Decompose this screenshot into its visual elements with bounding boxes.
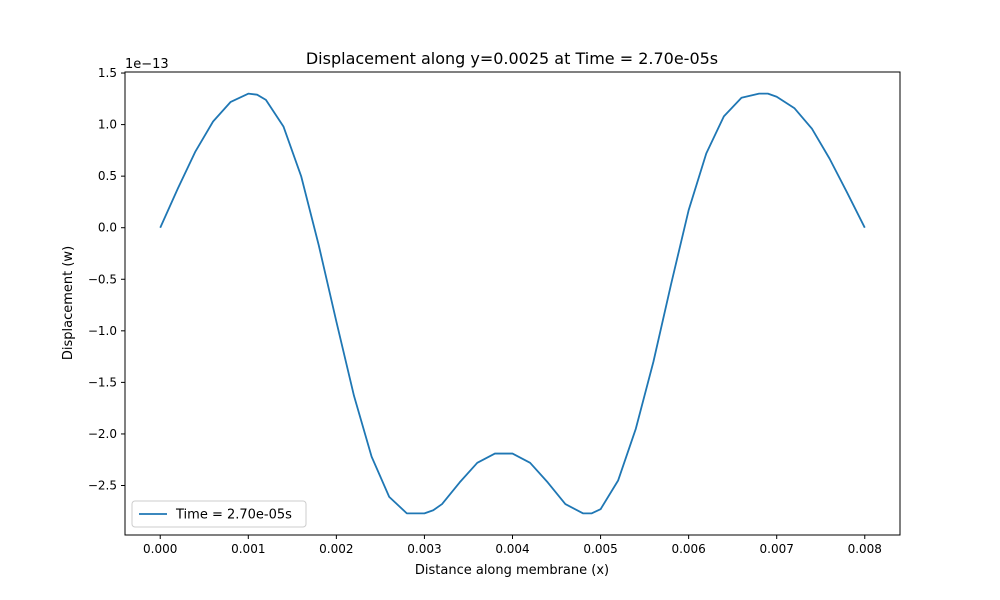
x-tick-label: 0.002 <box>319 542 353 556</box>
y-tick-label: −1.5 <box>88 375 117 389</box>
y-tick-label: −1.0 <box>88 324 117 338</box>
y-tick-label: 0.0 <box>98 221 117 235</box>
y-tick-label: −2.5 <box>88 479 117 493</box>
x-tick-label: 0.008 <box>848 542 882 556</box>
series-line <box>159 92 866 515</box>
plot-area: 0.000 0.001 0.002 0.003 0.004 0.005 0.006 0.007… <box>88 66 901 556</box>
y-tick-label: 1.0 <box>98 118 117 132</box>
x-tick-label: 0.004 <box>495 542 529 556</box>
chart-title: Displacement along y=0.0025 at Time = 2.… <box>306 49 718 68</box>
y-axis-offset-label: 1e−13 <box>125 57 169 72</box>
x-tick-label: 0.007 <box>760 542 794 556</box>
legend-label: Time = 2.70e-05s <box>175 508 292 523</box>
y-tick-label: −0.5 <box>88 272 117 286</box>
x-tick-label: 0.003 <box>407 542 441 556</box>
y-tick-label: 0.5 <box>98 169 117 183</box>
y-tick-label: −2.0 <box>88 427 117 441</box>
y-tick-label: 1.5 <box>98 66 117 80</box>
x-tick-label: 0.000 <box>143 542 177 556</box>
x-tick-label: 0.006 <box>671 542 705 556</box>
legend: Time = 2.70e-05s <box>131 500 307 528</box>
x-axis-label: Distance along membrane (x) <box>415 563 609 578</box>
x-tick-label: 0.001 <box>231 542 265 556</box>
y-axis-label: Displacement (w) <box>61 246 76 360</box>
legend-box <box>131 500 307 528</box>
x-tick-label: 0.005 <box>583 542 617 556</box>
